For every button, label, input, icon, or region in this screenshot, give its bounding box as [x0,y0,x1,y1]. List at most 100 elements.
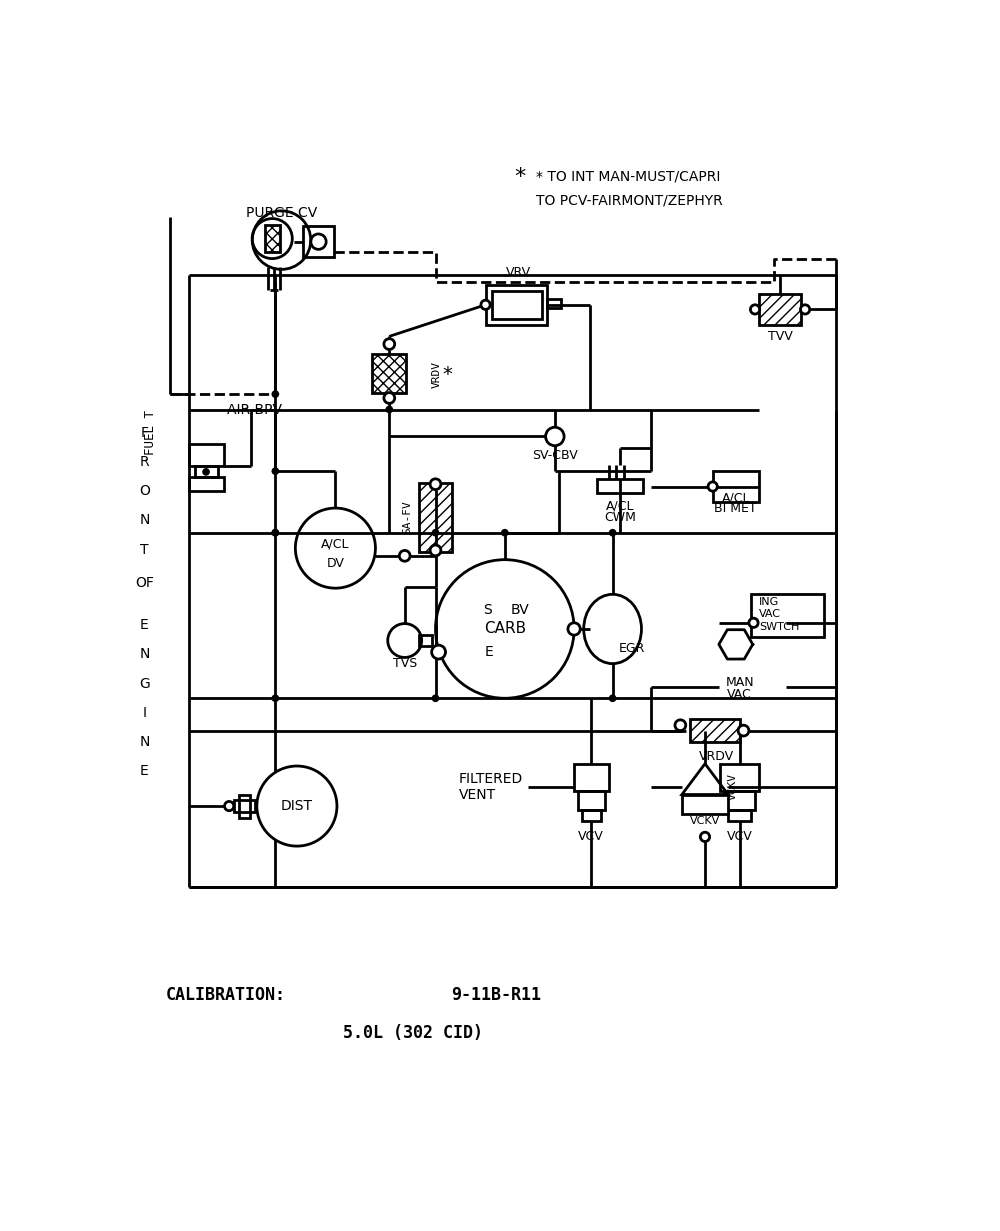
Text: VRV: VRV [506,266,531,279]
Text: CARB: CARB [484,622,526,636]
Circle shape [384,339,395,350]
Text: A/CL: A/CL [606,500,635,512]
Circle shape [501,529,509,537]
Bar [682,794,728,814]
Text: DIST: DIST [281,799,313,812]
Text: N: N [139,648,150,661]
Bar [728,810,751,821]
Circle shape [800,305,810,314]
Text: TVS: TVS [393,657,417,670]
Text: 9-11B-R11: 9-11B-R11 [451,986,541,1003]
Circle shape [700,832,710,842]
Text: I: I [142,705,146,720]
Text: CWM: CWM [604,511,636,524]
Circle shape [432,529,439,537]
Bar [547,299,561,308]
Text: G: G [139,677,150,691]
Circle shape [388,624,422,657]
Text: FILTERED: FILTERED [459,772,523,787]
Text: VCKV: VCKV [690,816,720,826]
Bar [751,595,824,636]
Circle shape [708,481,717,491]
Text: ING: ING [759,597,779,607]
Text: E: E [485,645,494,659]
Text: A/CL: A/CL [321,538,350,550]
Circle shape [609,529,616,537]
Circle shape [384,393,395,404]
Bar [724,790,755,810]
Circle shape [432,694,439,702]
Text: SWTCH: SWTCH [759,622,799,632]
Circle shape [738,725,749,736]
Text: *: * [515,167,526,187]
Bar [195,465,218,478]
Bar [189,444,224,465]
Text: OF: OF [135,576,154,590]
Text: CALIBRATION:: CALIBRATION: [166,986,286,1003]
Circle shape [436,560,574,698]
Text: FUEL T: FUEL T [144,410,157,455]
Text: VRDV: VRDV [432,362,442,388]
Text: MAN: MAN [725,676,754,689]
Bar [265,225,280,252]
Text: BI MET: BI MET [714,501,757,515]
Text: N: N [139,513,150,527]
Text: VCV: VCV [727,831,753,843]
Text: VCV: VCV [578,831,604,843]
Ellipse shape [584,595,641,664]
Bar [720,763,759,790]
Circle shape [675,720,686,731]
Polygon shape [719,630,753,659]
Text: O: O [139,484,150,499]
Circle shape [295,508,375,588]
Text: N: N [139,735,150,750]
Circle shape [399,550,410,561]
Bar [234,800,255,812]
Text: DV: DV [326,556,344,570]
Bar [492,291,542,319]
Polygon shape [682,763,728,794]
Bar [713,471,759,502]
Circle shape [609,694,616,702]
Bar [372,355,406,393]
Text: TO PCV-FAIRMONT/ZEPHYR: TO PCV-FAIRMONT/ZEPHYR [536,193,722,207]
Text: TVV: TVV [768,330,793,343]
Circle shape [750,305,760,314]
Bar [690,719,740,742]
Circle shape [430,479,441,490]
Text: VENT: VENT [459,788,496,801]
Text: E: E [140,764,149,778]
Bar [239,794,250,817]
Bar [419,635,432,646]
Text: EGR: EGR [619,641,645,655]
Bar [189,478,224,491]
Text: E: E [140,618,149,633]
Text: VAC: VAC [727,688,752,700]
Text: SA-FV: SA-FV [402,501,412,534]
Bar [582,810,601,821]
Text: A/CL: A/CL [722,491,750,505]
Bar [419,483,452,551]
Circle shape [257,766,337,846]
Text: * TO INT MAN-MUST/CAPRI: * TO INT MAN-MUST/CAPRI [536,170,720,183]
Text: *: * [442,366,452,384]
Text: VRDV: VRDV [699,750,734,762]
Circle shape [252,211,311,270]
Circle shape [271,529,279,537]
Bar [574,763,609,790]
Circle shape [568,623,580,635]
Bar [759,294,801,325]
Circle shape [432,645,446,659]
Text: VAC: VAC [759,608,781,618]
Circle shape [385,406,393,414]
Circle shape [271,694,279,702]
Text: 5.0L (302 CID): 5.0L (302 CID) [343,1024,483,1043]
Circle shape [271,468,279,475]
Circle shape [481,300,490,309]
Text: S: S [483,603,491,617]
Circle shape [271,529,279,537]
Text: F: F [140,426,148,439]
Bar [486,284,547,325]
Circle shape [749,618,758,628]
Circle shape [202,468,210,475]
